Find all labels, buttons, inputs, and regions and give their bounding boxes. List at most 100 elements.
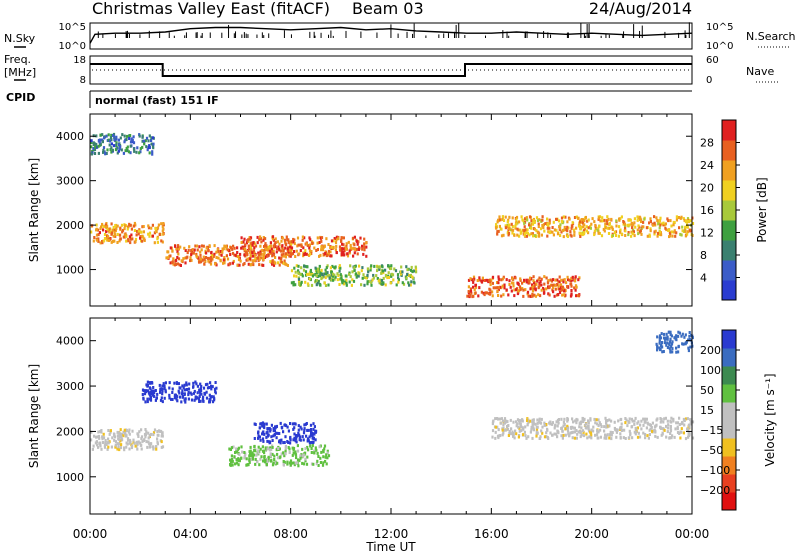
power-scatter-point bbox=[151, 144, 155, 148]
velocity-scatter-point bbox=[637, 420, 640, 424]
power-scatter-point bbox=[259, 237, 262, 241]
velocity-scatter-point bbox=[573, 430, 577, 434]
power-scatter-point bbox=[105, 238, 108, 242]
power-scatter-point bbox=[686, 232, 689, 236]
velocity-scatter-point bbox=[523, 430, 526, 434]
power-scatter-point bbox=[219, 250, 222, 253]
velocity-scatter-point bbox=[284, 444, 287, 448]
velocity-scatter-point bbox=[631, 436, 634, 440]
velocity-scatter-point bbox=[634, 430, 637, 434]
power-scatter-point bbox=[249, 250, 252, 254]
velocity-scatter-point bbox=[654, 424, 657, 428]
power-scatter-point bbox=[308, 236, 311, 240]
power-scatter-point bbox=[204, 256, 208, 259]
power-scatter-point bbox=[689, 229, 692, 233]
power-scatter-point bbox=[119, 226, 122, 230]
power-scatter-point bbox=[386, 276, 389, 280]
power-scatter-point bbox=[387, 276, 390, 279]
power-scatter-point bbox=[537, 286, 540, 290]
velocity-scatter-point bbox=[279, 421, 282, 425]
power-scatter-point bbox=[686, 217, 690, 221]
velocity-scatter-point bbox=[670, 436, 673, 440]
power-scatter-point bbox=[107, 138, 110, 142]
velocity-scatter-point bbox=[676, 421, 680, 425]
power-scatter-point bbox=[523, 278, 526, 282]
velocity-scatter-point bbox=[506, 427, 510, 431]
power-scatter-point bbox=[633, 217, 636, 221]
power-scatter-point bbox=[472, 278, 475, 282]
velocity-scatter-point bbox=[677, 330, 680, 334]
power-scatter-point bbox=[539, 294, 542, 298]
power-scatter-point bbox=[293, 242, 296, 246]
power-scatter-point bbox=[315, 278, 318, 282]
power-scatter-point bbox=[569, 230, 572, 234]
power-scatter-point bbox=[548, 218, 551, 222]
power-scatter-point bbox=[640, 227, 643, 230]
power-scatter-point bbox=[138, 151, 141, 155]
velocity-scatter-point bbox=[312, 427, 315, 431]
power-scatter-point bbox=[332, 239, 335, 243]
power-scatter-point bbox=[118, 147, 121, 151]
power-scatter-point bbox=[267, 245, 270, 249]
velocity-scatter-point bbox=[283, 423, 286, 427]
velocity-scatter-point bbox=[540, 429, 543, 433]
power-scatter-point bbox=[317, 267, 320, 271]
power-scatter-point bbox=[597, 226, 600, 230]
velocity-scatter-point bbox=[193, 389, 196, 393]
power-scatter-point bbox=[318, 254, 321, 258]
power-scatter-point bbox=[240, 241, 243, 244]
power-scatter-point bbox=[626, 223, 629, 227]
power-scatter-point bbox=[585, 229, 588, 233]
velocity-scatter-point bbox=[175, 397, 178, 401]
power-scatter-point bbox=[103, 237, 107, 240]
velocity-scatter-point bbox=[564, 427, 567, 431]
power-scatter-point bbox=[98, 140, 101, 144]
power-scatter-point bbox=[187, 248, 190, 252]
power-scatter-point bbox=[526, 278, 529, 282]
power-scatter-point bbox=[222, 258, 225, 262]
velocity-scatter-point bbox=[92, 444, 95, 448]
power-scatter-point bbox=[684, 229, 687, 233]
power-scatter-point bbox=[585, 225, 588, 229]
velocity-scatter-point bbox=[310, 451, 313, 454]
power-scatter-point bbox=[301, 238, 304, 242]
velocity-scatter-point bbox=[572, 420, 575, 424]
power-scatter-point bbox=[253, 259, 256, 263]
nsky-label: N.Sky bbox=[4, 32, 36, 45]
velocity-scatter-point bbox=[645, 426, 648, 430]
power-scatter-point bbox=[341, 281, 344, 285]
power-scatter-point bbox=[317, 270, 320, 274]
power-scatter-point bbox=[578, 224, 581, 228]
power-scatter-point bbox=[179, 245, 182, 249]
power-scatter-point bbox=[508, 283, 511, 286]
power-scatter-point bbox=[636, 218, 639, 222]
power-scatter-point bbox=[323, 244, 326, 248]
velocity-scatter-point bbox=[673, 435, 676, 439]
velocity-scatter-point bbox=[230, 460, 233, 464]
velocity-scatter-point bbox=[209, 381, 212, 385]
power-scatter-point bbox=[318, 270, 321, 274]
velocity-scatter-point bbox=[141, 388, 145, 392]
power-scatter-point bbox=[252, 263, 255, 267]
x-tick-label: 04:00 bbox=[173, 527, 208, 541]
velocity-scatter-point bbox=[152, 386, 155, 389]
velocity-scatter-point bbox=[202, 386, 206, 390]
power-scatter-point bbox=[260, 252, 263, 256]
power-scatter-point bbox=[284, 254, 287, 258]
power-scatter-point bbox=[332, 245, 335, 249]
power-scatter-point bbox=[525, 231, 528, 234]
velocity-scatter-point bbox=[498, 434, 501, 438]
power-scatter-point bbox=[563, 293, 566, 297]
velocity-scatter-point bbox=[162, 382, 165, 386]
power-scatter-point bbox=[532, 279, 535, 283]
nsky-spikes bbox=[97, 22, 690, 38]
velocity-scatter-point bbox=[691, 420, 695, 424]
power-scatter-point bbox=[299, 249, 302, 252]
power-colorbar-label: Power [dB] bbox=[755, 177, 769, 242]
velocity-scatter-point bbox=[195, 395, 198, 399]
velocity-scatter-point bbox=[247, 463, 250, 467]
power-scatter-point bbox=[101, 222, 104, 226]
velocity-scatter-point bbox=[228, 447, 231, 451]
power-scatter-point bbox=[129, 223, 132, 227]
power-scatter-point bbox=[202, 255, 205, 259]
